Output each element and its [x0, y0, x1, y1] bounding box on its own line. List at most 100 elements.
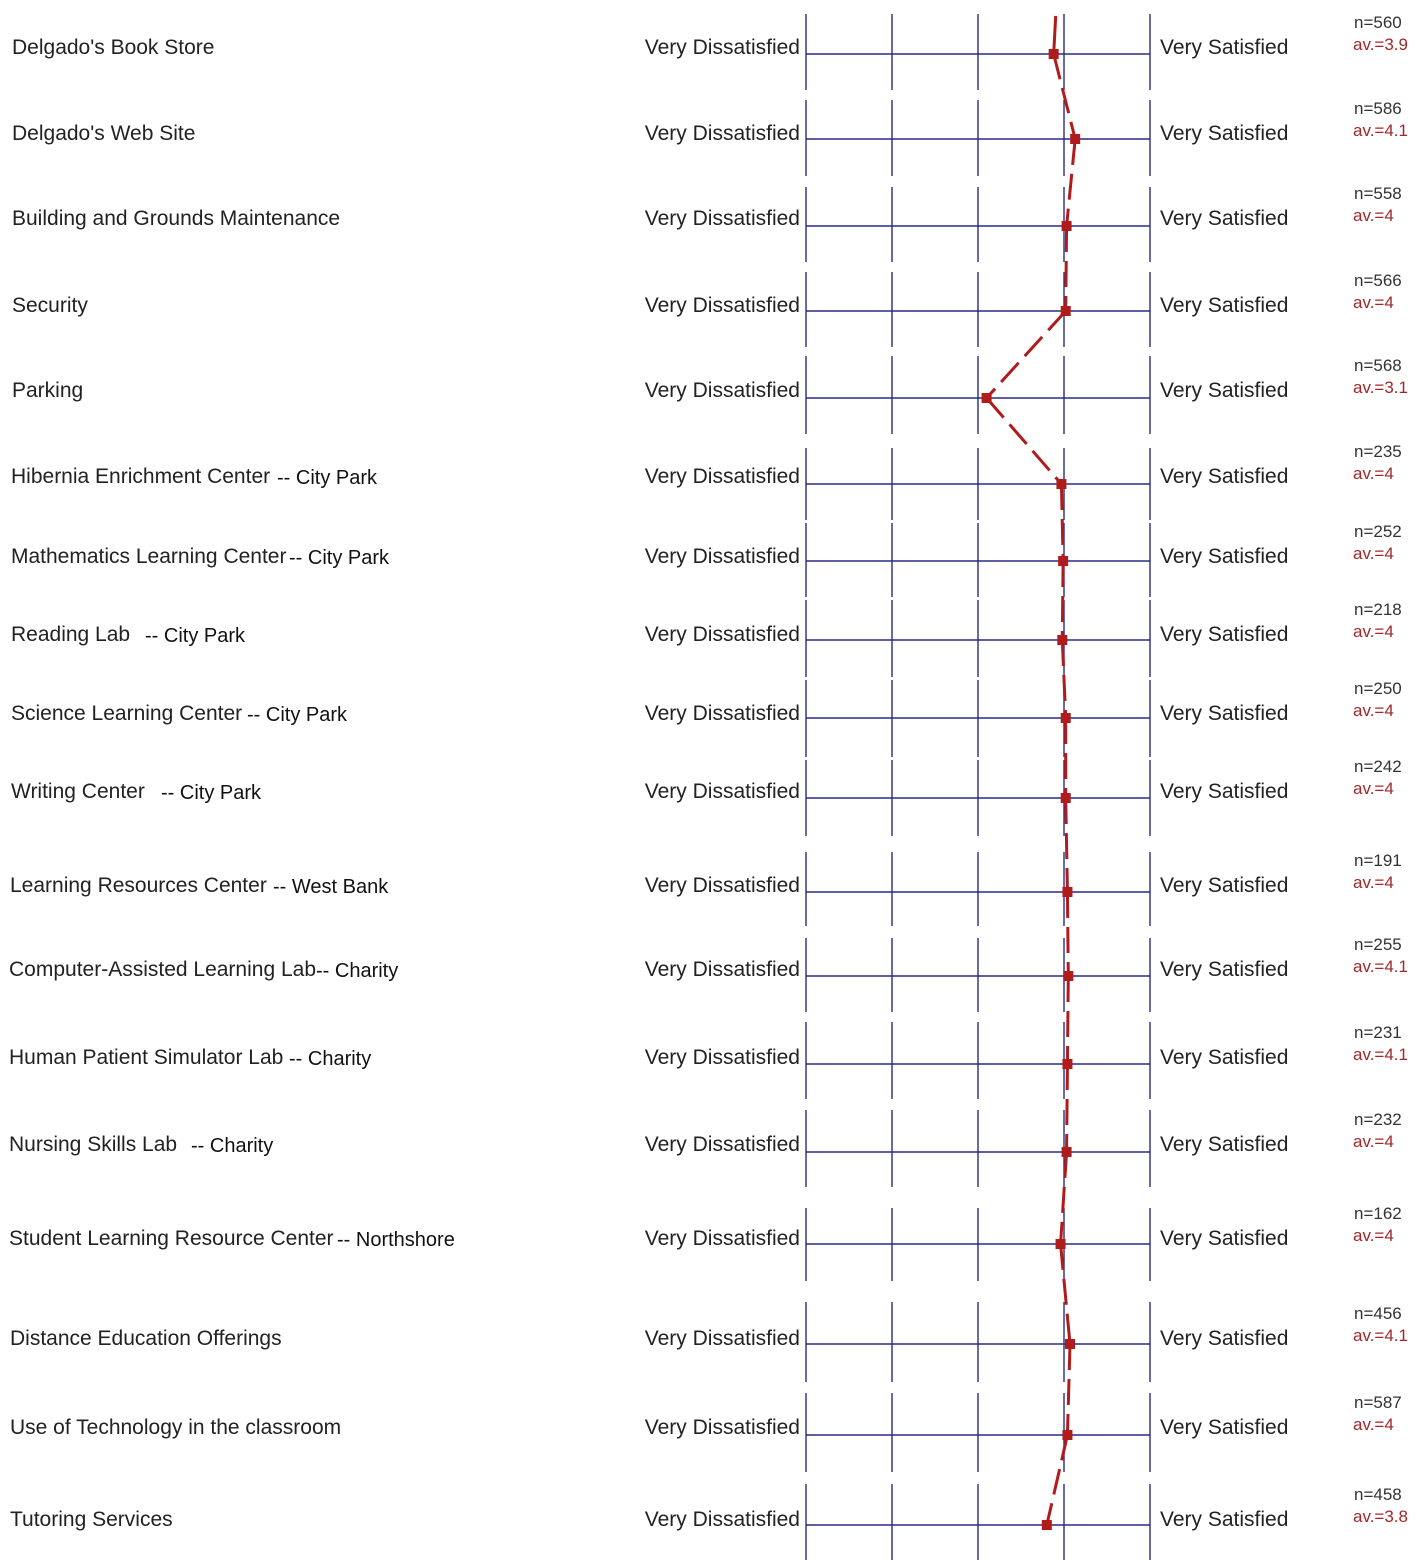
left-scale-label: Very Dissatisfied — [645, 623, 800, 646]
right-scale-label: Very Satisfied — [1160, 1133, 1288, 1156]
average-label: av.=3.8 — [1353, 1507, 1408, 1526]
profile-line-lead-in — [1052, 15, 1058, 55]
sample-size-label: n=162 — [1354, 1204, 1402, 1223]
item-label: Mathematics Learning Center — [11, 545, 286, 568]
profile-line-segment — [1045, 1434, 1069, 1526]
item-label: Computer-Assisted Learning Lab — [9, 958, 316, 981]
right-scale-label: Very Satisfied — [1160, 958, 1288, 981]
right-scale-label: Very Satisfied — [1160, 36, 1288, 59]
average-marker — [1060, 713, 1071, 723]
right-scale-label: Very Satisfied — [1160, 780, 1288, 803]
sample-size-label: n=242 — [1354, 757, 1402, 776]
right-scale-label: Very Satisfied — [1160, 122, 1288, 145]
average-marker — [1060, 306, 1071, 316]
average-label: av.=4 — [1353, 873, 1394, 892]
right-scale-label: Very Satisfied — [1160, 702, 1288, 725]
right-scale-label: Very Satisfied — [1160, 874, 1288, 897]
item-label: Writing Center — [11, 780, 145, 803]
left-scale-label: Very Dissatisfied — [645, 1416, 800, 1439]
average-marker — [1055, 1239, 1066, 1249]
right-scale-label: Very Satisfied — [1160, 294, 1288, 317]
item-label: Distance Education Offerings — [10, 1327, 282, 1350]
left-scale-label: Very Dissatisfied — [645, 702, 800, 725]
sample-size-label: n=232 — [1354, 1110, 1402, 1129]
item-label: Student Learning Resource Center — [9, 1227, 334, 1250]
left-scale-label: Very Dissatisfied — [645, 36, 800, 59]
average-label: av.=4 — [1353, 779, 1394, 798]
sample-size-label: n=586 — [1354, 99, 1402, 118]
profile-line-segment — [1065, 138, 1077, 227]
item-label: Tutoring Services — [10, 1508, 173, 1531]
item-label: Science Learning Center — [11, 702, 242, 725]
sample-size-label: n=250 — [1354, 679, 1402, 698]
right-scale-label: Very Satisfied — [1160, 1046, 1288, 1069]
item-label: Security — [12, 294, 88, 317]
profile-line-segment — [1065, 891, 1070, 977]
average-marker — [981, 393, 992, 403]
left-scale-label: Very Dissatisfied — [645, 1227, 800, 1250]
grid-layer — [805, 14, 1151, 1560]
item-label: Human Patient Simulator Lab — [9, 1046, 283, 1069]
campus-label: -- Charity — [289, 1048, 371, 1070]
average-label: av.=4.1 — [1353, 121, 1408, 140]
profile-line-segment — [1060, 639, 1068, 719]
sample-size-label: n=235 — [1354, 442, 1402, 461]
item-label: Use of Technology in the classroom — [10, 1416, 341, 1439]
average-label: av.=4 — [1353, 206, 1394, 225]
profile-line-segment — [1052, 53, 1077, 140]
profile-line-segment — [1059, 483, 1065, 562]
item-label: Building and Grounds Maintenance — [12, 207, 340, 230]
sample-size-label: n=566 — [1354, 271, 1402, 290]
average-label: av.=4.1 — [1353, 1326, 1408, 1345]
sample-size-label: n=458 — [1354, 1485, 1402, 1504]
left-scale-label: Very Dissatisfied — [645, 1046, 800, 1069]
item-label: Reading Lab — [11, 623, 130, 646]
right-scale-label: Very Satisfied — [1160, 379, 1288, 402]
average-marker — [1062, 887, 1073, 897]
average-label: av.=4 — [1353, 1132, 1394, 1151]
left-scale-label: Very Dissatisfied — [645, 1133, 800, 1156]
sample-size-label: n=191 — [1354, 851, 1402, 870]
left-scale-label: Very Dissatisfied — [645, 122, 800, 145]
item-label: Delgado's Web Site — [12, 122, 195, 145]
campus-label: -- City Park — [145, 625, 246, 647]
left-scale-label: Very Dissatisfied — [645, 874, 800, 897]
left-scale-label: Very Dissatisfied — [645, 958, 800, 981]
average-marker — [1041, 1520, 1052, 1530]
sample-size-label: n=255 — [1354, 935, 1402, 954]
profile-line-segment — [985, 397, 1063, 485]
average-label: av.=3.9 — [1353, 35, 1408, 54]
item-label: Delgado's Book Store — [12, 36, 214, 59]
sample-size-label: n=252 — [1354, 522, 1402, 541]
left-scale-label: Very Dissatisfied — [645, 1327, 800, 1350]
average-label: av.=4 — [1353, 622, 1394, 641]
sample-size-label: n=231 — [1354, 1023, 1402, 1042]
average-label: av.=4 — [1353, 1415, 1394, 1434]
item-label: Hibernia Enrichment Center — [11, 465, 270, 488]
profile-line-layer — [985, 15, 1077, 1526]
left-scale-label: Very Dissatisfied — [645, 1508, 800, 1531]
campus-label: -- City Park — [247, 704, 348, 726]
sample-size-label: n=568 — [1354, 356, 1402, 375]
profile-line-segment — [1059, 1243, 1072, 1345]
right-scale-label: Very Satisfied — [1160, 1227, 1288, 1250]
right-scale-label: Very Satisfied — [1160, 1508, 1288, 1531]
average-marker — [1056, 479, 1067, 489]
sample-size-label: n=456 — [1354, 1304, 1402, 1323]
average-marker — [1060, 793, 1071, 803]
average-marker — [1062, 1430, 1073, 1440]
average-marker — [1070, 134, 1081, 144]
sample-size-label: n=560 — [1354, 13, 1402, 32]
profile-line-segment — [1059, 1151, 1069, 1245]
campus-label: -- City Park — [289, 547, 390, 569]
average-marker — [1065, 1339, 1076, 1349]
profile-line-segment — [1065, 1343, 1072, 1436]
profile-line-segment — [1065, 1063, 1069, 1153]
right-scale-label: Very Satisfied — [1160, 207, 1288, 230]
average-marker — [1058, 556, 1069, 566]
marker-layer — [981, 49, 1081, 1530]
left-scale-label: Very Dissatisfied — [645, 294, 800, 317]
campus-label: -- Charity — [191, 1135, 273, 1157]
right-scale-label: Very Satisfied — [1160, 1327, 1288, 1350]
